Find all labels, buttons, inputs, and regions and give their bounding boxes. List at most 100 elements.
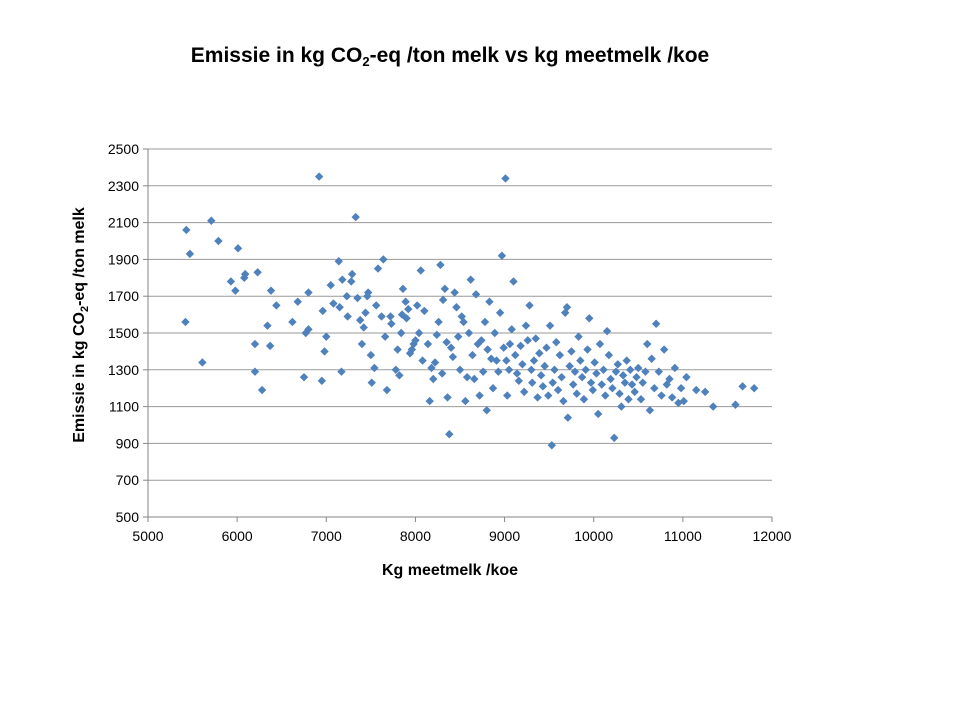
data-point [448,352,458,362]
data-point [572,389,581,398]
x-tick-label: 5000 [132,528,163,544]
y-axis-title-part: Emissie in kg CO [71,312,88,443]
data-point [320,347,329,356]
data-point [676,384,686,393]
data-point [398,284,408,294]
y-axis-title-subscript: 2 [79,306,91,312]
data-point [478,367,488,376]
data-point [314,172,324,181]
data-point [442,338,451,347]
y-axis-title-part: -eq /ton melk [71,207,88,306]
data-point [437,369,447,378]
data-point [404,304,413,314]
data-point [624,395,633,404]
data-point [335,303,344,312]
data-point [434,317,443,327]
data-point [692,385,701,395]
data-point [304,288,313,297]
data-point [562,303,572,312]
data-point [226,277,236,286]
data-point [542,343,551,352]
data-point [240,273,249,282]
y-tick-label: 1500 [108,325,139,341]
data-point [548,378,557,387]
data-point [459,317,468,327]
y-tick-label: 1100 [109,399,139,415]
data-point [586,378,596,387]
data-point [355,315,365,325]
data-point [608,384,617,393]
data-point [502,356,511,365]
data-point [731,400,740,409]
data-point [654,367,663,376]
data-point [461,396,470,406]
data-point [503,391,512,400]
data-point [250,339,260,349]
data-point [557,372,566,382]
data-point [181,317,190,327]
data-point [454,332,463,341]
x-tick-label: 9000 [489,528,520,544]
data-point [462,372,472,382]
data-point [318,306,327,316]
data-point [363,288,373,297]
data-point [240,269,250,279]
data-point [626,365,635,374]
data-point [611,367,621,376]
y-tick-label: 2300 [108,178,139,194]
data-point [299,372,309,382]
data-point [293,297,302,306]
data-point [304,325,313,334]
y-tick-label: 1900 [108,251,139,267]
y-tick-label: 2500 [108,141,139,157]
data-point [593,409,603,419]
data-point [361,308,370,317]
data-point [650,384,659,393]
data-point [337,367,346,376]
data-point [667,393,677,402]
data-point [382,385,392,395]
data-point [519,387,529,397]
title-subscript: 2 [362,54,370,69]
data-point [618,371,628,380]
data-point [485,297,494,306]
data-point [521,321,531,330]
data-point [599,365,608,374]
data-point [373,264,383,273]
data-point [425,396,434,406]
data-point [497,251,507,260]
data-point [343,312,352,321]
data-point [326,280,335,290]
data-point [207,216,216,225]
data-point [347,269,357,279]
data-point [504,365,514,374]
data-point [492,356,501,365]
data-point [396,328,406,338]
x-tick-label: 12000 [753,528,792,544]
data-point [483,345,492,354]
data-point [630,387,639,397]
data-point [482,406,491,415]
data-point [538,382,548,391]
data-point [597,380,606,389]
data-point [583,345,592,354]
data-point [466,275,475,284]
y-tick-label: 900 [116,435,140,451]
y-tick-label: 1300 [108,362,139,378]
data-point [620,378,630,387]
data-point [359,323,368,332]
data-point [198,358,207,367]
data-point [377,312,386,321]
data-point [257,385,267,395]
data-point [430,358,440,367]
data-point [516,341,525,351]
chart-title: Emissie in kg CO2-eq /ton melk vs kg mee… [0,44,900,69]
data-point [574,332,583,341]
data-point [380,332,390,341]
data-point [329,299,338,308]
data-point [553,385,563,395]
data-point [670,363,680,373]
data-point [416,266,425,275]
data-point [272,301,281,310]
data-point [613,360,622,369]
